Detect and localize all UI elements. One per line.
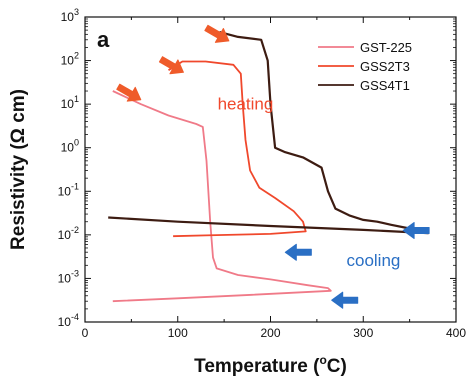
x-tick-label: 200 bbox=[260, 326, 280, 340]
y-tick-label: 10-4 bbox=[58, 312, 79, 329]
series-line-gst-225 bbox=[112, 90, 332, 303]
x-tick-label: 0 bbox=[82, 326, 89, 340]
series-line-gss4t1 bbox=[108, 31, 430, 235]
y-axis-title: Resistivity (Ω cm) bbox=[8, 89, 29, 250]
arrow-shape bbox=[284, 243, 312, 261]
y-tick-label: 10-3 bbox=[58, 268, 79, 285]
y-tick-label: 10-2 bbox=[58, 225, 79, 242]
arrow-icon bbox=[331, 291, 359, 309]
y-tick-label: 103 bbox=[61, 7, 79, 24]
arrow-shape bbox=[331, 291, 359, 309]
arrow-icon bbox=[158, 56, 184, 75]
annotation-cooling: cooling bbox=[347, 251, 401, 270]
legend-label: GSS4T1 bbox=[360, 78, 410, 93]
annotation-heating: heating bbox=[218, 94, 274, 113]
arrow-icon bbox=[116, 83, 142, 102]
arrow-shape bbox=[116, 83, 142, 102]
legend-label: GST-225 bbox=[360, 40, 412, 55]
x-axis-title: Temperature (oC) bbox=[194, 353, 347, 377]
arrow-icon bbox=[402, 222, 430, 239]
y-tick-label: 102 bbox=[61, 51, 79, 68]
legend-label: GSS2T3 bbox=[360, 59, 410, 74]
series-line-gss2t3 bbox=[168, 60, 307, 238]
x-tick-label: 300 bbox=[353, 326, 373, 340]
y-tick-label: 100 bbox=[61, 138, 79, 155]
plot-area: 0 100 200 300 400 10-4 10-3 10-2 10-1 100 101 102 10… bbox=[58, 7, 467, 340]
y-tick-label: 10-1 bbox=[58, 181, 79, 198]
arrow-shape bbox=[402, 222, 430, 239]
arrow-icon bbox=[284, 243, 312, 261]
arrow-icon bbox=[204, 24, 230, 43]
x-tick-label: 100 bbox=[168, 326, 188, 340]
y-tick-label: 101 bbox=[61, 94, 79, 111]
arrow-shape bbox=[204, 24, 230, 43]
panel-label: a bbox=[97, 27, 110, 52]
x-tick-label: 400 bbox=[446, 326, 466, 340]
arrow-shape bbox=[158, 56, 184, 75]
